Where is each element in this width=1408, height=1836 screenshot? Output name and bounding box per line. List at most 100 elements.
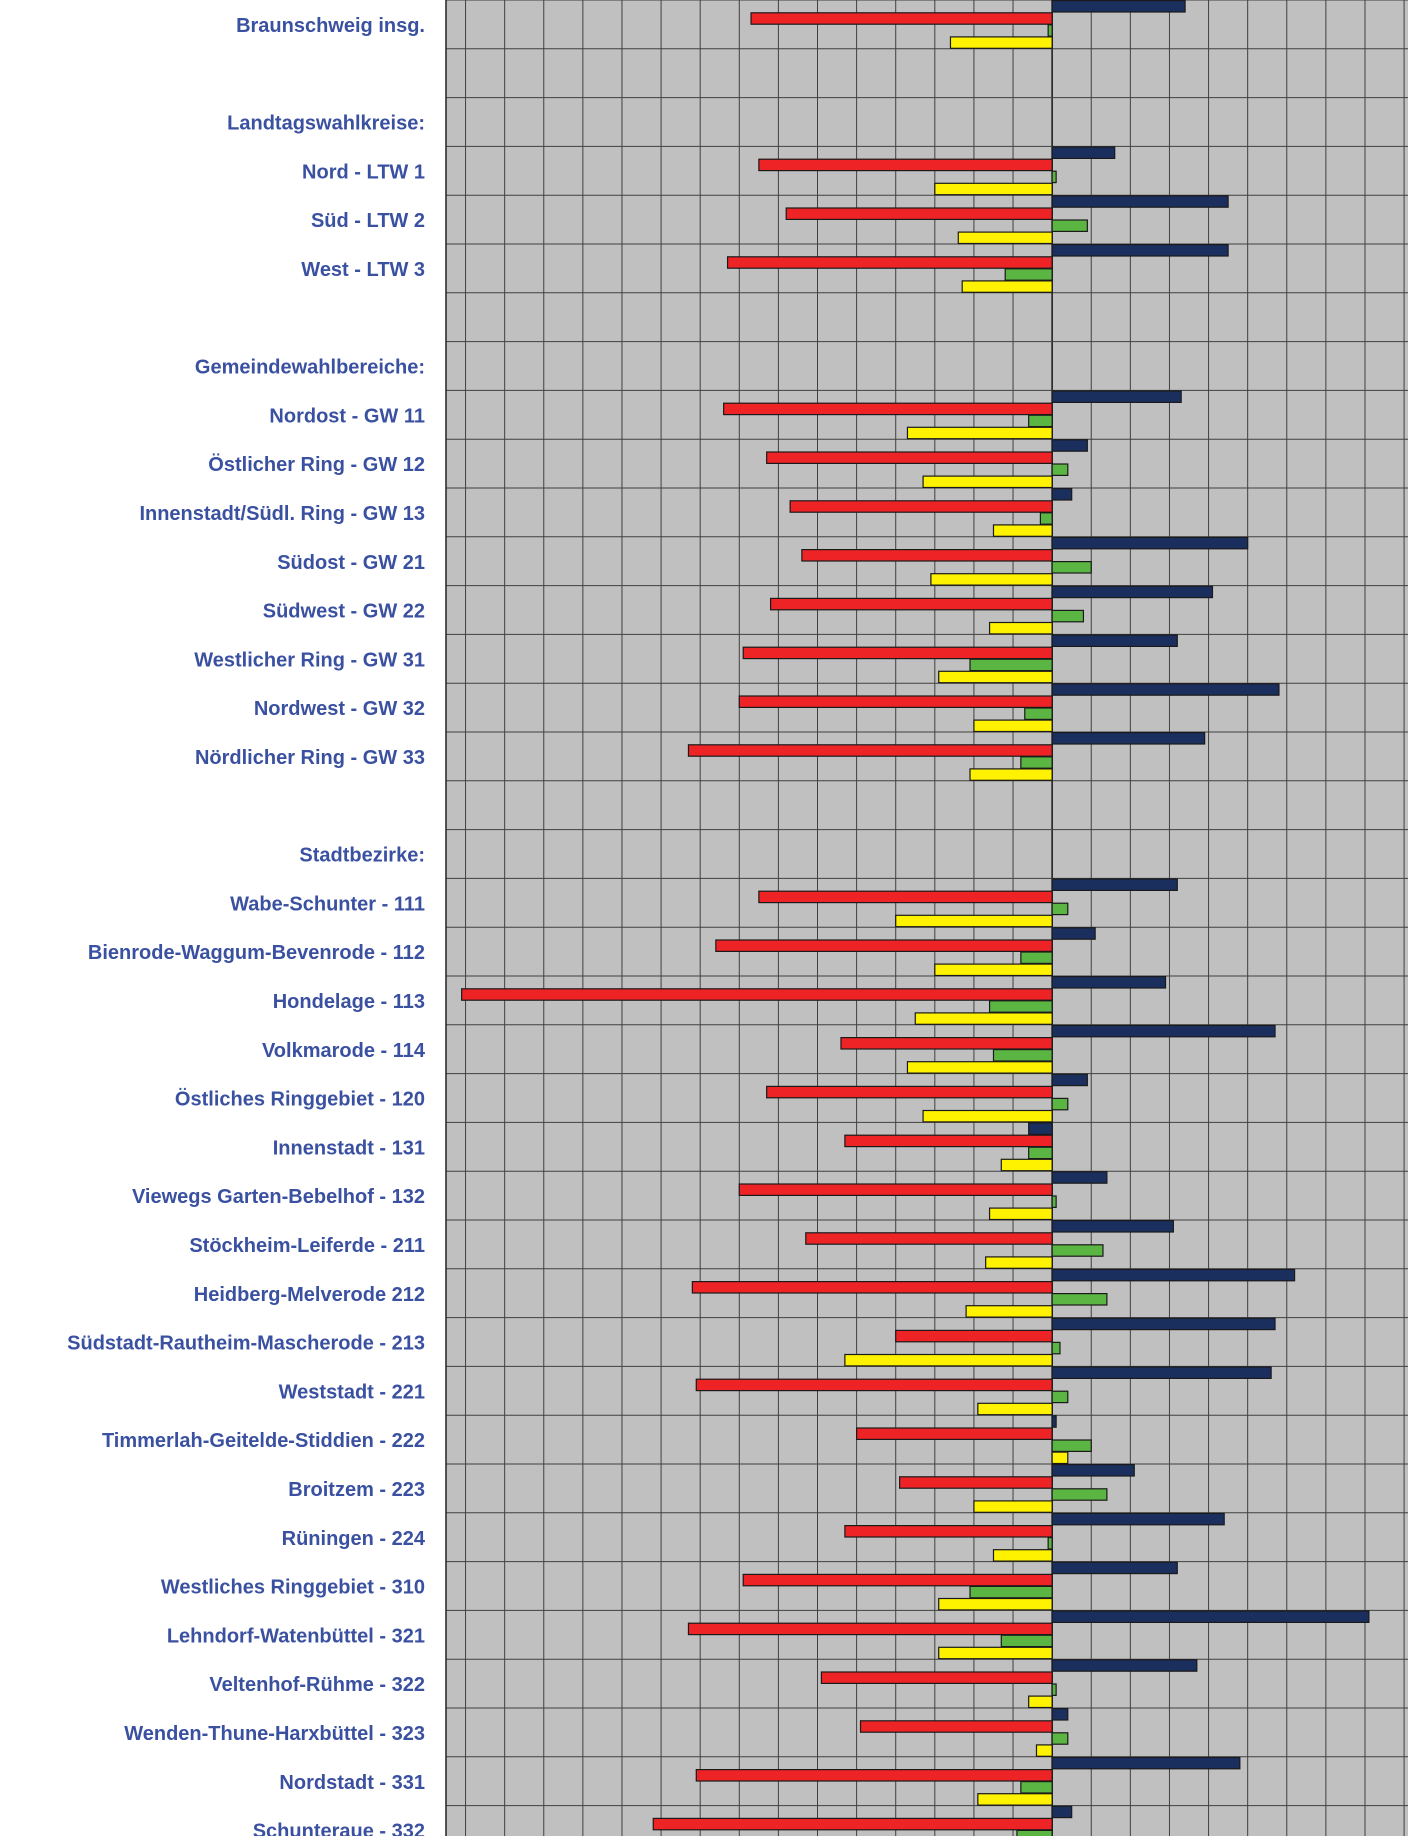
bar-series-4 [973, 719, 1053, 733]
bar-series-2 [687, 1622, 1053, 1636]
bar-series-1 [1051, 1073, 1088, 1087]
category-label: Heidberg-Melverode 212 [194, 1284, 425, 1306]
bar-series-3 [1051, 1683, 1057, 1696]
bar-series-1 [1051, 1171, 1108, 1184]
category-label: Hondelage - 113 [273, 991, 425, 1013]
bar-series-2 [742, 1573, 1053, 1587]
category-label: Nord - LTW 1 [302, 161, 425, 183]
bar-series-1 [1051, 244, 1229, 257]
bar-series-3 [1051, 1488, 1108, 1501]
bar-series-4 [906, 426, 1053, 440]
bar-series-2 [805, 1232, 1053, 1245]
bar-series-4 [844, 1353, 1053, 1367]
bar-series-2 [840, 1036, 1053, 1050]
bar-series-3 [1051, 1732, 1069, 1745]
bar-series-1 [1051, 878, 1178, 891]
bar-series-1 [1028, 1122, 1053, 1135]
bar-series-1 [1051, 1219, 1174, 1233]
bar-series-1 [1051, 1268, 1296, 1282]
bar-series-1 [1051, 1707, 1069, 1721]
category-label: Schunteraue - 332 [253, 1821, 425, 1836]
bar-series-3 [1051, 902, 1069, 916]
bar-series-4 [988, 621, 1053, 635]
bar-series-1 [1051, 927, 1096, 940]
category-label: West - LTW 3 [301, 259, 425, 281]
bar-series-1 [1051, 1415, 1057, 1428]
category-label: Rüningen - 224 [282, 1528, 426, 1550]
category-label: Nördlicher Ring - GW 33 [195, 747, 425, 769]
bar-series-3 [1051, 170, 1057, 184]
bar-series-4 [1035, 1744, 1053, 1757]
bar-series-3 [988, 1000, 1053, 1013]
bar-series-4 [934, 963, 1053, 977]
bar-series-3 [1024, 707, 1053, 720]
bar-series-2 [695, 1768, 1053, 1782]
bar-series-2 [461, 988, 1053, 1001]
category-label: Südost - GW 21 [277, 552, 425, 574]
category-label: Südstadt-Rautheim-Mascherode - 213 [67, 1333, 425, 1355]
category-label: Wabe-Schunter - 111 [230, 893, 425, 915]
bar-series-1 [1051, 1610, 1370, 1623]
bar-series-3 [1020, 951, 1053, 964]
bar-series-3 [1051, 1390, 1069, 1404]
category-label: Innenstadt/Südl. Ring - GW 13 [139, 503, 425, 525]
bar-series-3 [1028, 1146, 1053, 1160]
category-label: Lehndorf-Watenbüttel - 321 [167, 1625, 425, 1647]
bar-series-3 [1000, 1634, 1053, 1648]
bar-series-1 [1051, 439, 1088, 452]
bar-series-3 [1051, 219, 1088, 232]
bar-series-1 [1051, 1463, 1135, 1477]
bar-series-2 [758, 158, 1053, 172]
bar-series-1 [1051, 488, 1073, 501]
bar-series-3 [1051, 1292, 1108, 1306]
bar-series-4 [914, 1012, 1053, 1025]
bar-series-2 [652, 1817, 1053, 1831]
bar-series-4 [934, 182, 1053, 196]
bar-series-2 [738, 1183, 1053, 1196]
category-label: Westliches Ringgebiet - 310 [161, 1577, 425, 1599]
category-label: Stöckheim-Leiferde - 211 [189, 1235, 425, 1257]
category-label: Nordwest - GW 32 [254, 698, 425, 720]
category-label: Braunschweig insg. [236, 15, 425, 37]
bar-series-4 [922, 475, 1053, 489]
bar-marks [461, 0, 1370, 1836]
bar-series-2 [789, 500, 1053, 513]
bar-series-4 [906, 1061, 1053, 1074]
bar-series-2 [695, 1378, 1053, 1392]
bar-series-1 [1051, 1317, 1276, 1331]
category-label: Landtagswahlkreise: [227, 113, 425, 135]
bar-series-4 [985, 1256, 1053, 1269]
bar-series-1 [1051, 146, 1116, 159]
bar-series-1 [1051, 536, 1249, 550]
bar-series-2 [750, 12, 1053, 25]
bar-series-3 [1051, 1097, 1069, 1111]
bar-series-2 [801, 548, 1053, 562]
bar-series-3 [992, 1048, 1053, 1062]
bar-series-2 [859, 1720, 1053, 1733]
bar-series-2 [687, 744, 1053, 757]
bar-series-4 [1028, 1695, 1053, 1709]
bar-series-4 [1051, 1451, 1069, 1465]
bar-series-3 [1020, 1780, 1053, 1794]
bar-series-2 [899, 1476, 1053, 1489]
bar-series-4 [949, 36, 1053, 49]
bar-series-3 [1004, 268, 1053, 281]
bar-series-4 [961, 280, 1053, 293]
bar-series-3 [969, 1585, 1053, 1599]
category-label: Östlicher Ring - GW 12 [208, 453, 425, 476]
bar-series-3 [1020, 756, 1053, 769]
category-label: Weststadt - 221 [279, 1381, 425, 1403]
bar-series-1 [1051, 0, 1186, 13]
bar-series-2 [726, 256, 1053, 269]
bar-series-4 [922, 1109, 1053, 1123]
bar-series-1 [1051, 731, 1206, 745]
category-label: Südwest - GW 22 [263, 601, 425, 623]
bar-series-2 [856, 1427, 1053, 1440]
bar-series-4 [973, 1500, 1053, 1513]
category-labels: Braunschweig insg. Landtagswahlkreise: Nor… [67, 15, 426, 1836]
bar-series-2 [844, 1524, 1053, 1538]
bar-series-4 [969, 768, 1053, 781]
bar-series-4 [938, 1597, 1053, 1611]
bar-series-2 [785, 207, 1053, 220]
bar-series-1 [1051, 634, 1178, 647]
